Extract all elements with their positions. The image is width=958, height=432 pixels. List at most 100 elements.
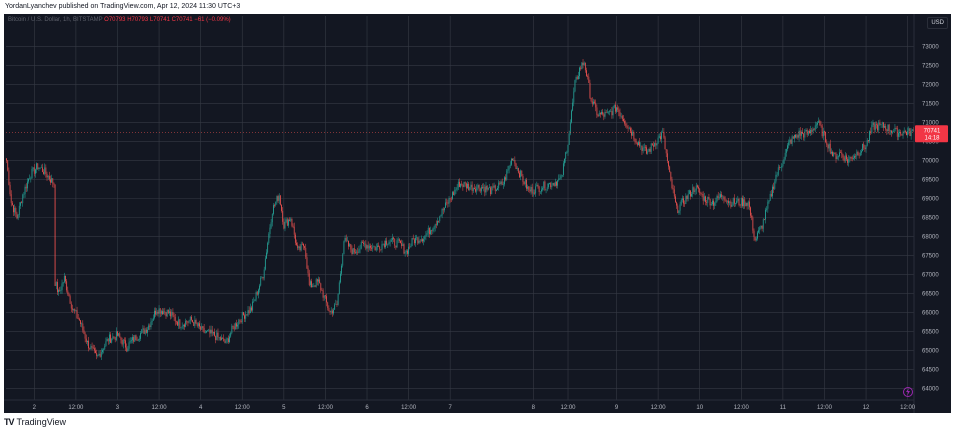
candle-body — [298, 246, 300, 249]
candle-body — [708, 197, 710, 199]
candlestick-chart[interactable]: 64000 64500 65000 65500 66000 66500 67000 67500… — [4, 14, 951, 413]
candle-body — [589, 82, 591, 98]
chart-panel[interactable]: 64000 64500 65000 65500 66000 66500 67000 67500… — [4, 14, 951, 413]
grid-lines — [4, 14, 951, 413]
candle-body — [542, 188, 544, 190]
candle-body — [137, 339, 139, 341]
candle-body — [374, 246, 376, 251]
candle-body — [833, 152, 835, 157]
candle-body — [222, 337, 224, 339]
candle-body — [456, 187, 458, 190]
candle-body — [283, 221, 285, 229]
candle-body — [767, 201, 769, 209]
candle-body — [386, 240, 388, 245]
candle-body — [904, 130, 906, 133]
lightning-glyph — [906, 388, 910, 396]
candle-body — [162, 311, 163, 315]
candle-body — [410, 245, 412, 248]
candle-body — [670, 171, 672, 180]
candle-body — [33, 167, 35, 174]
candle-body — [224, 341, 226, 343]
candle-body — [74, 309, 76, 312]
candle-body — [634, 138, 636, 142]
candle-body — [119, 333, 121, 338]
candle-body — [662, 131, 664, 133]
candle-body — [668, 161, 669, 167]
candle-body — [40, 167, 42, 169]
candle-body — [314, 285, 316, 287]
candle-body — [773, 186, 775, 189]
candle-body — [746, 203, 748, 206]
candle-body — [227, 338, 229, 342]
candle-body — [669, 166, 671, 172]
candle-body — [564, 158, 565, 164]
candle-body — [880, 124, 882, 125]
candle-body — [417, 237, 419, 244]
candle-body — [820, 125, 822, 126]
candle-body — [467, 183, 468, 189]
candle-body — [173, 315, 175, 317]
candle-body — [664, 137, 666, 150]
candle-body — [738, 198, 740, 205]
y-tick-label: 71500 — [922, 101, 939, 107]
candle-body — [139, 338, 140, 340]
candle-body — [520, 170, 522, 178]
candle-body — [702, 194, 704, 201]
candle-body — [913, 129, 914, 132]
candle-body — [35, 169, 36, 174]
currency-label[interactable]: USD — [927, 17, 948, 29]
candle-body — [167, 309, 169, 313]
lightning-icon — [903, 387, 913, 397]
candle-body — [698, 187, 699, 189]
candle-body — [752, 217, 754, 231]
candle-body — [729, 201, 731, 204]
candle-body — [338, 282, 340, 294]
candle-body — [438, 220, 440, 222]
candle-body — [580, 67, 582, 70]
candle-body — [584, 62, 586, 71]
candle-body — [300, 243, 302, 251]
candle-body — [530, 187, 532, 192]
candle-body — [795, 134, 796, 138]
candle-body — [306, 257, 308, 269]
candle-body — [232, 325, 234, 327]
candle-body — [843, 157, 845, 161]
candle-body — [10, 194, 12, 203]
candle-body — [408, 246, 409, 254]
candle-body — [177, 321, 178, 326]
candle-body — [24, 186, 26, 194]
candle-body — [426, 233, 428, 235]
candle-body — [855, 155, 857, 157]
candle-body — [541, 189, 542, 192]
candle-body — [560, 175, 562, 179]
candle-body — [779, 167, 780, 168]
candle-body — [48, 176, 50, 180]
candle-body — [858, 155, 860, 156]
candle-body — [418, 240, 420, 244]
candle-body — [160, 311, 162, 314]
candle-body — [85, 338, 87, 343]
legend-symbol: Bitcoin / U.S. Dollar, 1h, BITSTAMP — [8, 17, 103, 23]
candle-body — [800, 131, 802, 136]
candle-body — [185, 321, 187, 327]
candle-body — [293, 226, 295, 235]
candle-body — [650, 143, 652, 152]
candle-body — [441, 208, 443, 216]
candle-body — [392, 237, 393, 240]
candle-body — [596, 107, 598, 115]
candle-body — [862, 143, 863, 152]
candle-body — [403, 244, 405, 254]
candle-body — [861, 151, 862, 153]
candle-body — [154, 310, 155, 318]
candle-body — [55, 282, 57, 286]
candle-body — [536, 184, 538, 187]
candle-body — [230, 333, 232, 337]
candle-body — [566, 152, 568, 153]
candle-body — [535, 186, 537, 194]
candle-body — [159, 308, 161, 314]
candle-body — [504, 177, 505, 185]
candle-body — [792, 136, 794, 139]
candle-body — [605, 112, 607, 113]
candle-body — [490, 187, 492, 195]
candle-body — [685, 195, 687, 204]
